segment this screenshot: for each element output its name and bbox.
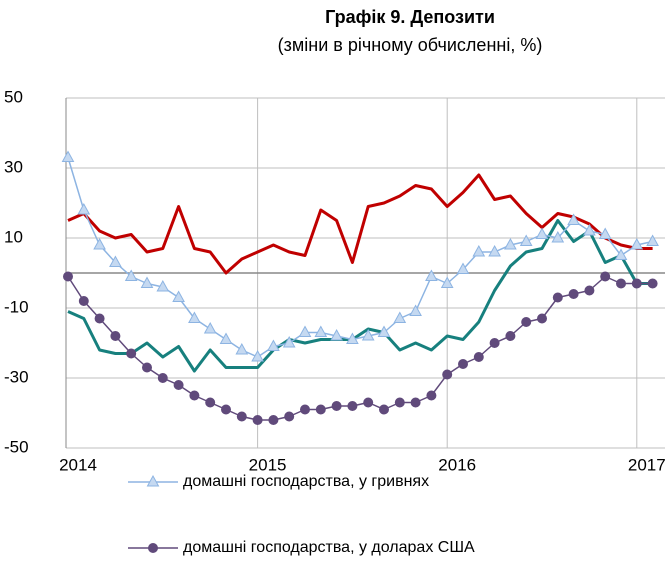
- y-tick-label: -10: [4, 297, 29, 316]
- data-point: [535, 227, 549, 239]
- data-point: [219, 332, 233, 344]
- data-point: [140, 276, 154, 288]
- data-point: [393, 311, 407, 323]
- data-point: [519, 234, 533, 246]
- data-point: [631, 278, 642, 289]
- data-point: [361, 328, 375, 341]
- y-tick-label: 30: [4, 157, 23, 176]
- data-point: [300, 404, 310, 415]
- data-point: [267, 339, 280, 351]
- x-tick-label: 2015: [249, 455, 287, 474]
- data-point: [314, 325, 328, 337]
- data-point: [647, 278, 658, 289]
- series-line: [67, 157, 653, 358]
- data-point: [489, 338, 500, 348]
- data-point: [93, 237, 106, 250]
- data-point: [61, 150, 75, 162]
- data-point: [584, 285, 595, 296]
- series-line: [67, 173, 653, 275]
- data-point: [537, 313, 547, 324]
- data-point: [188, 311, 201, 323]
- y-tick-label: 50: [4, 87, 23, 106]
- data-point: [172, 290, 185, 302]
- data-point: [235, 342, 249, 355]
- x-tick-label: 2017: [628, 455, 666, 474]
- data-point: [157, 373, 168, 383]
- data-point: [251, 349, 264, 362]
- data-point: [173, 380, 184, 390]
- series-line: [67, 275, 653, 421]
- x-tick-label: 2014: [59, 455, 97, 474]
- data-point: [205, 397, 216, 408]
- data-point: [63, 271, 73, 282]
- data-point: [189, 390, 200, 401]
- chart-subtitle: (зміни в річному обчисленні, %): [278, 35, 543, 55]
- data-point: [298, 325, 312, 337]
- data-point: [616, 278, 626, 289]
- data-point: [551, 230, 565, 243]
- data-point: [488, 244, 501, 257]
- data-point: [377, 325, 391, 337]
- data-point: [598, 227, 612, 239]
- data-point: [126, 348, 137, 359]
- y-tick-label: 10: [4, 227, 23, 246]
- data-point: [330, 328, 343, 341]
- data-point: [315, 404, 326, 415]
- data-point: [630, 237, 644, 250]
- data-point: [456, 262, 470, 274]
- data-point: [124, 269, 138, 281]
- legend-marker: [148, 543, 158, 553]
- data-point: [458, 359, 468, 369]
- data-point: [409, 304, 422, 316]
- data-point: [505, 331, 516, 341]
- data-point: [284, 411, 295, 422]
- data-point: [567, 213, 580, 225]
- series-line: [67, 219, 653, 373]
- data-point: [410, 397, 421, 408]
- data-point: [142, 362, 152, 373]
- data-point: [583, 223, 596, 236]
- data-point: [504, 237, 517, 250]
- data-point: [472, 244, 486, 257]
- data-point: [440, 276, 454, 288]
- data-point: [347, 401, 358, 411]
- data-point: [473, 352, 484, 362]
- data-point: [425, 269, 438, 281]
- data-point: [394, 397, 405, 408]
- data-point: [442, 369, 453, 380]
- data-point: [110, 331, 121, 341]
- legend-marker: [146, 474, 160, 487]
- data-point: [346, 332, 359, 344]
- data-point: [614, 248, 628, 260]
- data-point: [646, 234, 659, 246]
- data-point: [331, 401, 342, 411]
- data-point: [426, 390, 437, 401]
- data-point: [94, 313, 105, 324]
- data-point: [282, 335, 296, 348]
- y-tick-label: -50: [4, 437, 29, 456]
- data-point: [236, 411, 247, 422]
- data-point: [379, 404, 389, 415]
- data-point: [109, 255, 122, 267]
- data-point: [268, 415, 279, 425]
- data-point: [78, 296, 89, 306]
- data-point: [552, 292, 563, 303]
- chart-title: Графік 9. Депозити: [325, 7, 495, 27]
- data-point: [203, 321, 217, 334]
- data-point: [568, 289, 579, 299]
- data-point: [221, 404, 231, 415]
- data-point: [363, 397, 374, 408]
- legend-label: домашні господарства, у гривнях: [183, 473, 429, 490]
- y-tick-label: -30: [4, 367, 29, 386]
- data-point: [77, 202, 91, 215]
- data-point: [521, 317, 532, 327]
- data-point: [600, 271, 611, 282]
- x-tick-label: 2016: [438, 455, 476, 474]
- legend-label: домашні господарства, у доларах США: [183, 539, 475, 556]
- data-point: [156, 279, 170, 292]
- data-point: [252, 415, 263, 425]
